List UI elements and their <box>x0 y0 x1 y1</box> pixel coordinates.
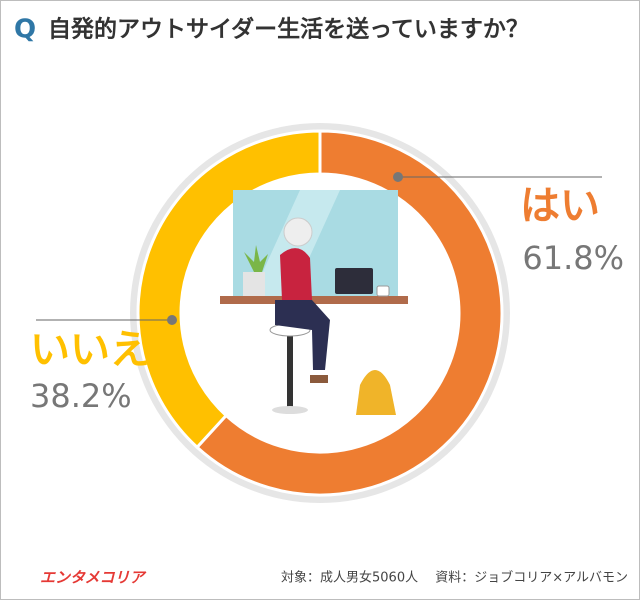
labels: はい 61.8% いいえ 38.2% <box>30 172 624 415</box>
question-mark: Q <box>14 15 36 45</box>
backpack <box>356 370 396 415</box>
illustration <box>220 190 408 415</box>
value-label: 61.8% <box>522 239 624 277</box>
category-label: はい <box>520 183 600 229</box>
pot <box>243 272 265 296</box>
category-label: いいえ <box>30 327 150 373</box>
value-label: 38.2% <box>30 377 132 415</box>
stool-leg <box>287 330 293 410</box>
chart-title: 自発的アウトサイダー生活を送っていますか？ <box>48 16 529 43</box>
plant <box>244 245 268 272</box>
torso <box>280 248 312 300</box>
logo: エンタメコリア <box>40 569 147 587</box>
desk <box>220 296 408 304</box>
cup <box>376 285 390 297</box>
laptop <box>335 268 373 294</box>
source-note: 対象：成人男女5060人 資料：ジョブコリア×アルバモン <box>281 570 628 586</box>
stool-base <box>272 406 308 414</box>
head <box>283 217 313 247</box>
legs <box>275 300 330 370</box>
leader-dot <box>393 172 403 182</box>
shoe <box>310 375 328 383</box>
leader-dot <box>167 315 177 325</box>
